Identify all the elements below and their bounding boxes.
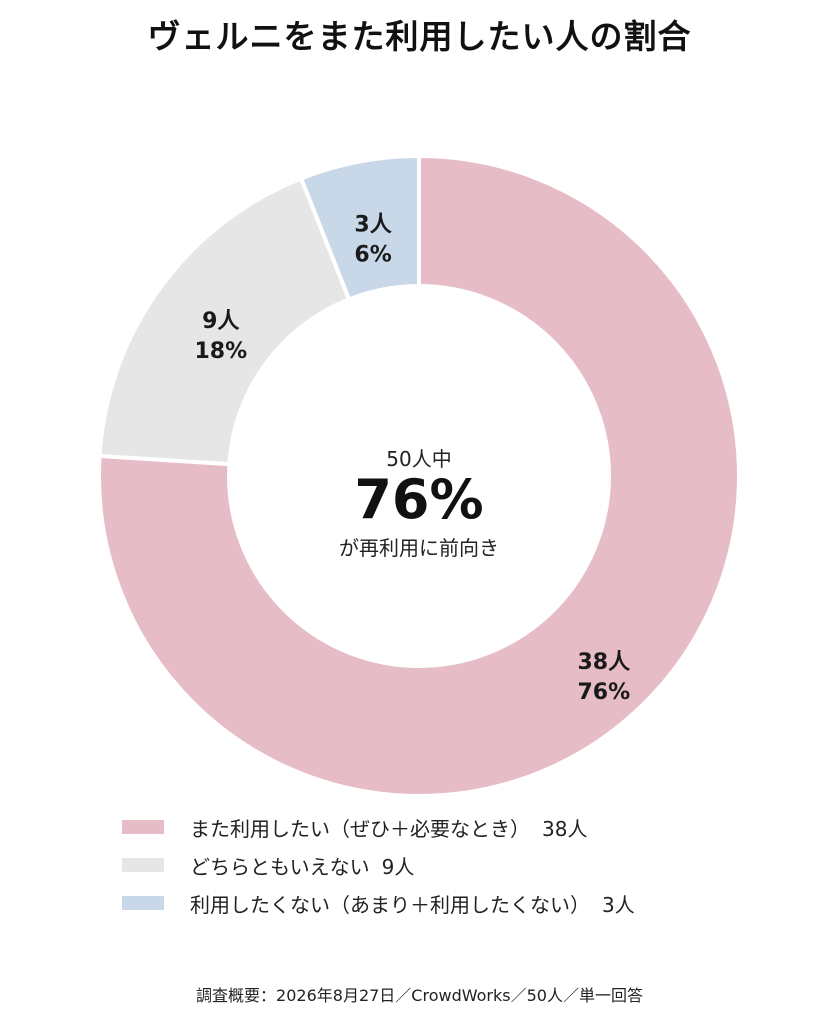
donut-slices (97, 153, 741, 798)
donut-chart: 38人 76% 9人 18% 3人 6% 50人中 76% が再利用に前向き (97, 153, 741, 798)
center-percentage: 76% (354, 468, 483, 531)
legend: また利用したい（ぜひ＋必要なとき） 38人 どちらともいえない 9人 利用したく… (122, 808, 822, 922)
slice-not-want (298, 153, 421, 302)
slice-count-label: 3人 (354, 212, 391, 237)
slice-count-label: 9人 (202, 309, 239, 334)
legend-swatch (122, 896, 164, 910)
legend-swatch (122, 858, 164, 872)
center-caption-bottom: が再利用に前向き (339, 536, 499, 560)
slice-want-again (97, 153, 741, 798)
slice-labels: 38人 76% 9人 18% 3人 6% (194, 212, 630, 704)
slice-count-label: 38人 (578, 650, 631, 675)
legend-count: 38人 (542, 816, 588, 841)
legend-label: 利用したくない（あまり＋利用したくない） (190, 892, 590, 917)
slice-neutral (97, 175, 352, 467)
slice-percent-label: 76% (577, 680, 630, 705)
center-caption-top: 50人中 (386, 447, 451, 471)
legend-item-neutral: どちらともいえない 9人 (122, 846, 822, 884)
legend-count: 9人 (381, 854, 415, 879)
legend-count: 3人 (602, 892, 635, 917)
legend-label: また利用したい（ぜひ＋必要なとき） (190, 816, 530, 841)
survey-footnote: 調査概要：2026年8月27日／CrowdWorks／50人／単一回答 (196, 986, 643, 1005)
legend-label: どちらともいえない (190, 854, 370, 879)
slice-percent-label: 6% (354, 242, 391, 267)
legend-item-not-want: 利用したくない（あまり＋利用したくない） 3人 (122, 884, 822, 922)
legend-item-want-again: また利用したい（ぜひ＋必要なとき） 38人 (122, 808, 822, 846)
slice-percent-label: 18% (194, 339, 247, 364)
chart-title: ヴェルニをまた利用したい人の割合 (147, 17, 692, 56)
legend-swatch (122, 820, 164, 834)
